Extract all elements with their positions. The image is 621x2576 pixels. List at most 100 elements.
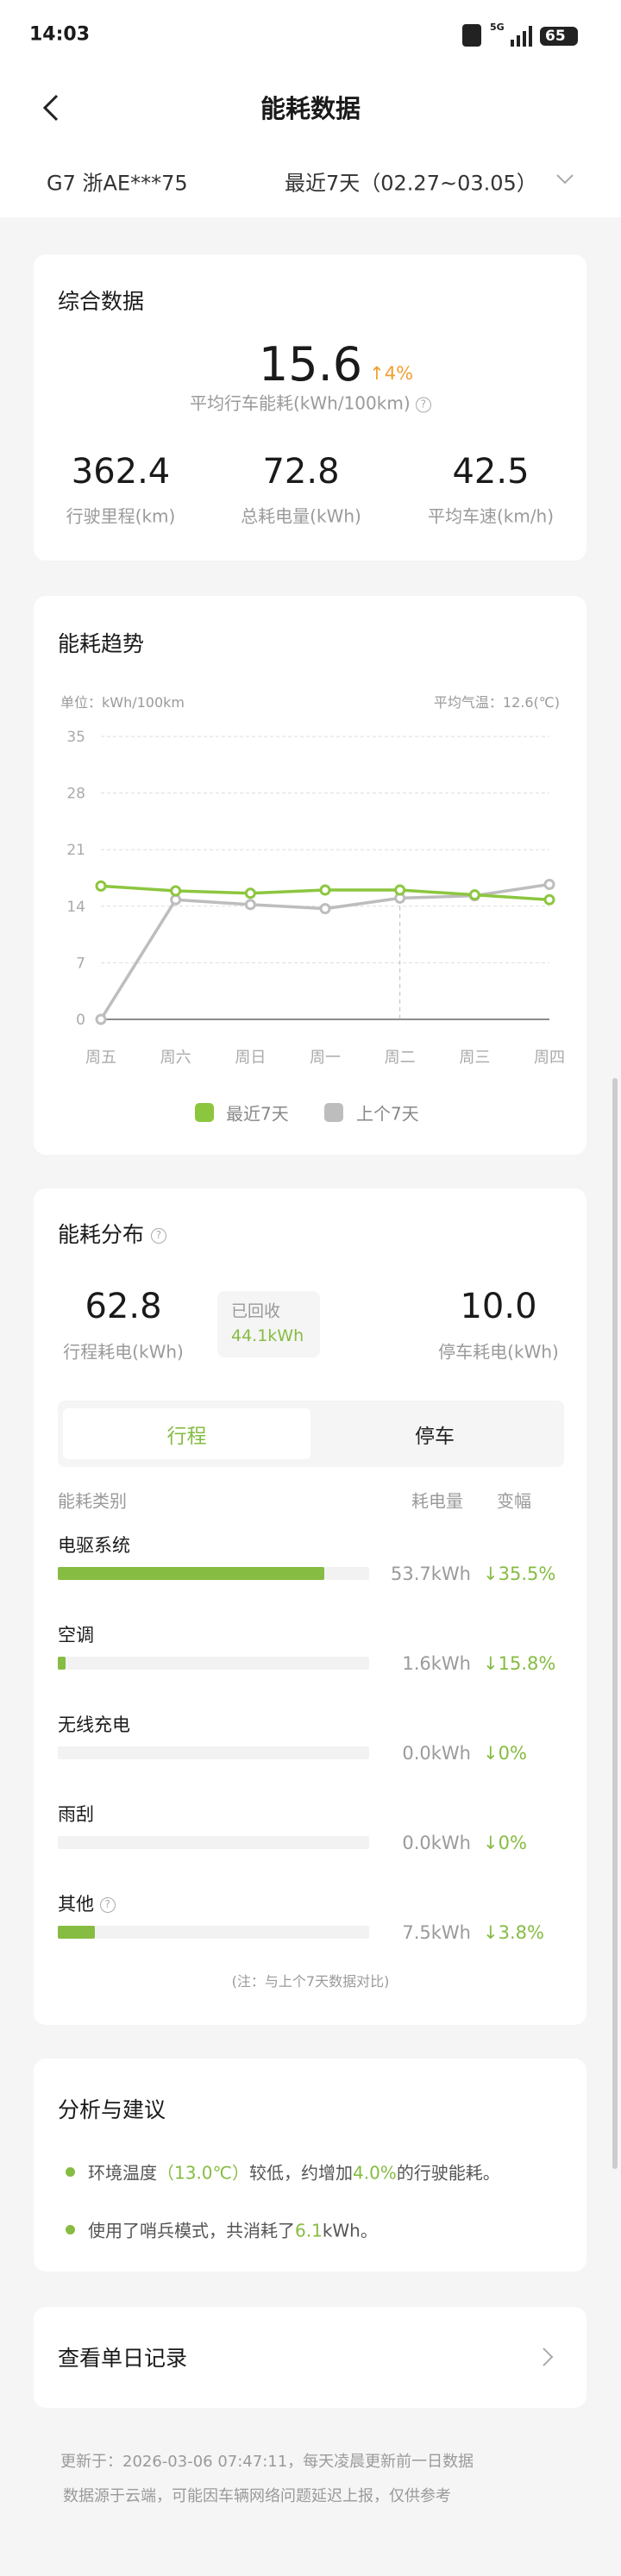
tab-trip[interactable]: 行程	[63, 1408, 310, 1459]
data-point	[170, 885, 182, 897]
arrow-up-icon: ↑	[369, 363, 385, 384]
category-amount: 0.0kWh	[402, 1833, 471, 1853]
highlight: （13.0℃）	[157, 2162, 249, 2184]
column-header-change: 变幅	[497, 1490, 531, 1512]
analysis-title: 分析与建议	[58, 2097, 166, 2122]
analysis-item: 使用了哨兵模式，共消耗了6.1kWh。	[88, 2217, 378, 2242]
data-point	[95, 1013, 107, 1025]
category-amount: 53.7kWh	[391, 1564, 471, 1584]
change-value: 3.8%	[498, 1922, 544, 1943]
text: 环境温度	[88, 2162, 157, 2184]
x-tick-label: 周三	[459, 1049, 490, 1067]
arrow-down-icon: ↓	[483, 1833, 499, 1853]
category-bar-fill	[58, 1926, 96, 1939]
data-point	[244, 887, 256, 899]
recovered-value: 44.1kWh	[231, 1326, 304, 1345]
data-point	[244, 899, 256, 911]
text: 使用了哨兵模式，共消耗了	[88, 2220, 295, 2241]
footer-disclaimer: 数据源于云端，可能因车辆网络问题延迟上报，仅供参考	[63, 2487, 451, 2505]
signal-icon	[511, 26, 533, 47]
unit-label: 单位：kWh/100km	[60, 694, 185, 711]
stat-label: 行驶里程(km)	[66, 505, 176, 527]
park-consumption-label: 停车耗电(kWh)	[438, 1341, 559, 1363]
change-value: 4%	[384, 363, 414, 384]
battery-icon: 65	[540, 27, 578, 46]
data-point	[468, 889, 480, 901]
period-selector[interactable]: 最近7天（02.27~03.05）	[285, 171, 537, 196]
summary-title: 综合数据	[58, 289, 145, 314]
stat-label: 总耗电量(kWh)	[241, 505, 361, 527]
data-point	[319, 884, 331, 896]
chevron-down-icon[interactable]	[555, 172, 574, 190]
y-tick-label: 35	[66, 729, 85, 746]
analysis-item: 环境温度（13.0℃）较低，约增加4.0%的行驶能耗。	[88, 2159, 500, 2184]
tab-park[interactable]: 停车	[415, 1425, 455, 1448]
network-label: 5G	[490, 22, 505, 33]
text: 较低，约增加	[249, 2162, 353, 2184]
trend-title: 能耗趋势	[58, 631, 145, 656]
category-label: 雨刮	[58, 1801, 94, 1827]
help-icon[interactable]: ?	[150, 1228, 166, 1244]
category-amount: 7.5kWh	[402, 1922, 471, 1943]
distribution-card: 能耗分布 ? 62.8 行程耗电(kWh) 已回收 44.1kWh 10.0 停…	[34, 1188, 586, 2025]
trip-consumption-label: 行程耗电(kWh)	[63, 1341, 184, 1363]
y-tick-label: 0	[76, 1012, 85, 1029]
x-tick-label: 周日	[235, 1049, 266, 1067]
data-point	[394, 884, 406, 896]
stat-label: 平均车速(km/h)	[427, 505, 555, 527]
comparison-note: (注：与上个7天数据对比)	[231, 1973, 390, 1990]
data-point	[170, 893, 182, 906]
back-button[interactable]	[40, 93, 66, 122]
category-bar	[58, 1567, 369, 1580]
footer-update-time: 更新于：2026-03-06 07:47:11，每天凌晨更新前一日数据	[60, 2453, 474, 2471]
category-bar-fill	[58, 1657, 66, 1670]
daily-record-label: 查看单日记录	[58, 2346, 188, 2371]
y-tick-label: 21	[66, 842, 85, 859]
column-header-category: 能耗类别	[58, 1490, 127, 1512]
daily-record-button[interactable]: 查看单日记录	[34, 2307, 586, 2408]
scrollbar[interactable]	[612, 1078, 618, 2169]
category-label: 无线充电	[58, 1711, 130, 1737]
category-name: 无线充电	[58, 1714, 130, 1735]
bullet-icon	[66, 2225, 75, 2234]
legend-swatch-recent	[195, 1103, 214, 1122]
category-name: 电驱系统	[58, 1535, 130, 1556]
category-change: ↓0%	[483, 1743, 527, 1764]
vehicle-selector[interactable]: G7 浙AE***75	[47, 171, 188, 196]
change-value: 35.5%	[498, 1564, 556, 1584]
page-title: 能耗数据	[260, 94, 361, 123]
title-text: 能耗分布	[58, 1222, 145, 1247]
x-tick-label: 周六	[160, 1049, 191, 1067]
trend-chart[interactable]: 0 7 14 21 28 35 周五 周六 周日 周一 周二 周三 周四	[34, 596, 586, 1155]
y-tick-label: 28	[66, 786, 85, 803]
category-label: 其他 ?	[58, 1890, 116, 1916]
avg-consumption-label: 平均行车能耗(kWh/100km) ?	[190, 390, 431, 415]
x-tick-label: 周五	[85, 1049, 116, 1067]
label-text: 平均行车能耗(kWh/100km)	[190, 392, 411, 414]
y-tick-label: 14	[66, 899, 85, 916]
help-icon[interactable]: ?	[415, 397, 431, 412]
stat-value: 362.4	[71, 452, 171, 492]
data-point	[319, 903, 331, 915]
category-name: 空调	[58, 1625, 94, 1645]
highlight: 6.1	[295, 2220, 323, 2241]
x-tick-label: 周一	[310, 1049, 341, 1067]
avg-consumption-value: 15.6	[258, 337, 363, 392]
y-tick-label: 7	[76, 955, 85, 972]
trend-card: 能耗趋势 单位：kWh/100km 平均气温：12.6(℃) 0 7 14 21 28 3…	[34, 596, 586, 1155]
legend-label-previous[interactable]: 上个7天	[356, 1103, 419, 1125]
category-change: ↓3.8%	[483, 1922, 544, 1943]
summary-card: 综合数据 15.6 ↑4% 平均行车能耗(kWh/100km) ? 362.4 …	[34, 254, 586, 561]
change-value: 15.8%	[498, 1653, 556, 1674]
legend-label-recent[interactable]: 最近7天	[226, 1103, 289, 1125]
category-bar	[58, 1657, 369, 1670]
vibrate-icon	[462, 24, 481, 47]
change-value: 0%	[498, 1743, 527, 1764]
distribution-title: 能耗分布 ?	[58, 1218, 166, 1249]
bullet-icon	[66, 2167, 75, 2177]
x-tick-label: 周四	[534, 1049, 565, 1067]
help-icon[interactable]: ?	[99, 1897, 116, 1913]
category-label: 空调	[58, 1621, 94, 1647]
recovered-box: 已回收 44.1kWh	[217, 1291, 320, 1357]
avg-consumption-row: 15.6 ↑4%	[34, 334, 586, 392]
